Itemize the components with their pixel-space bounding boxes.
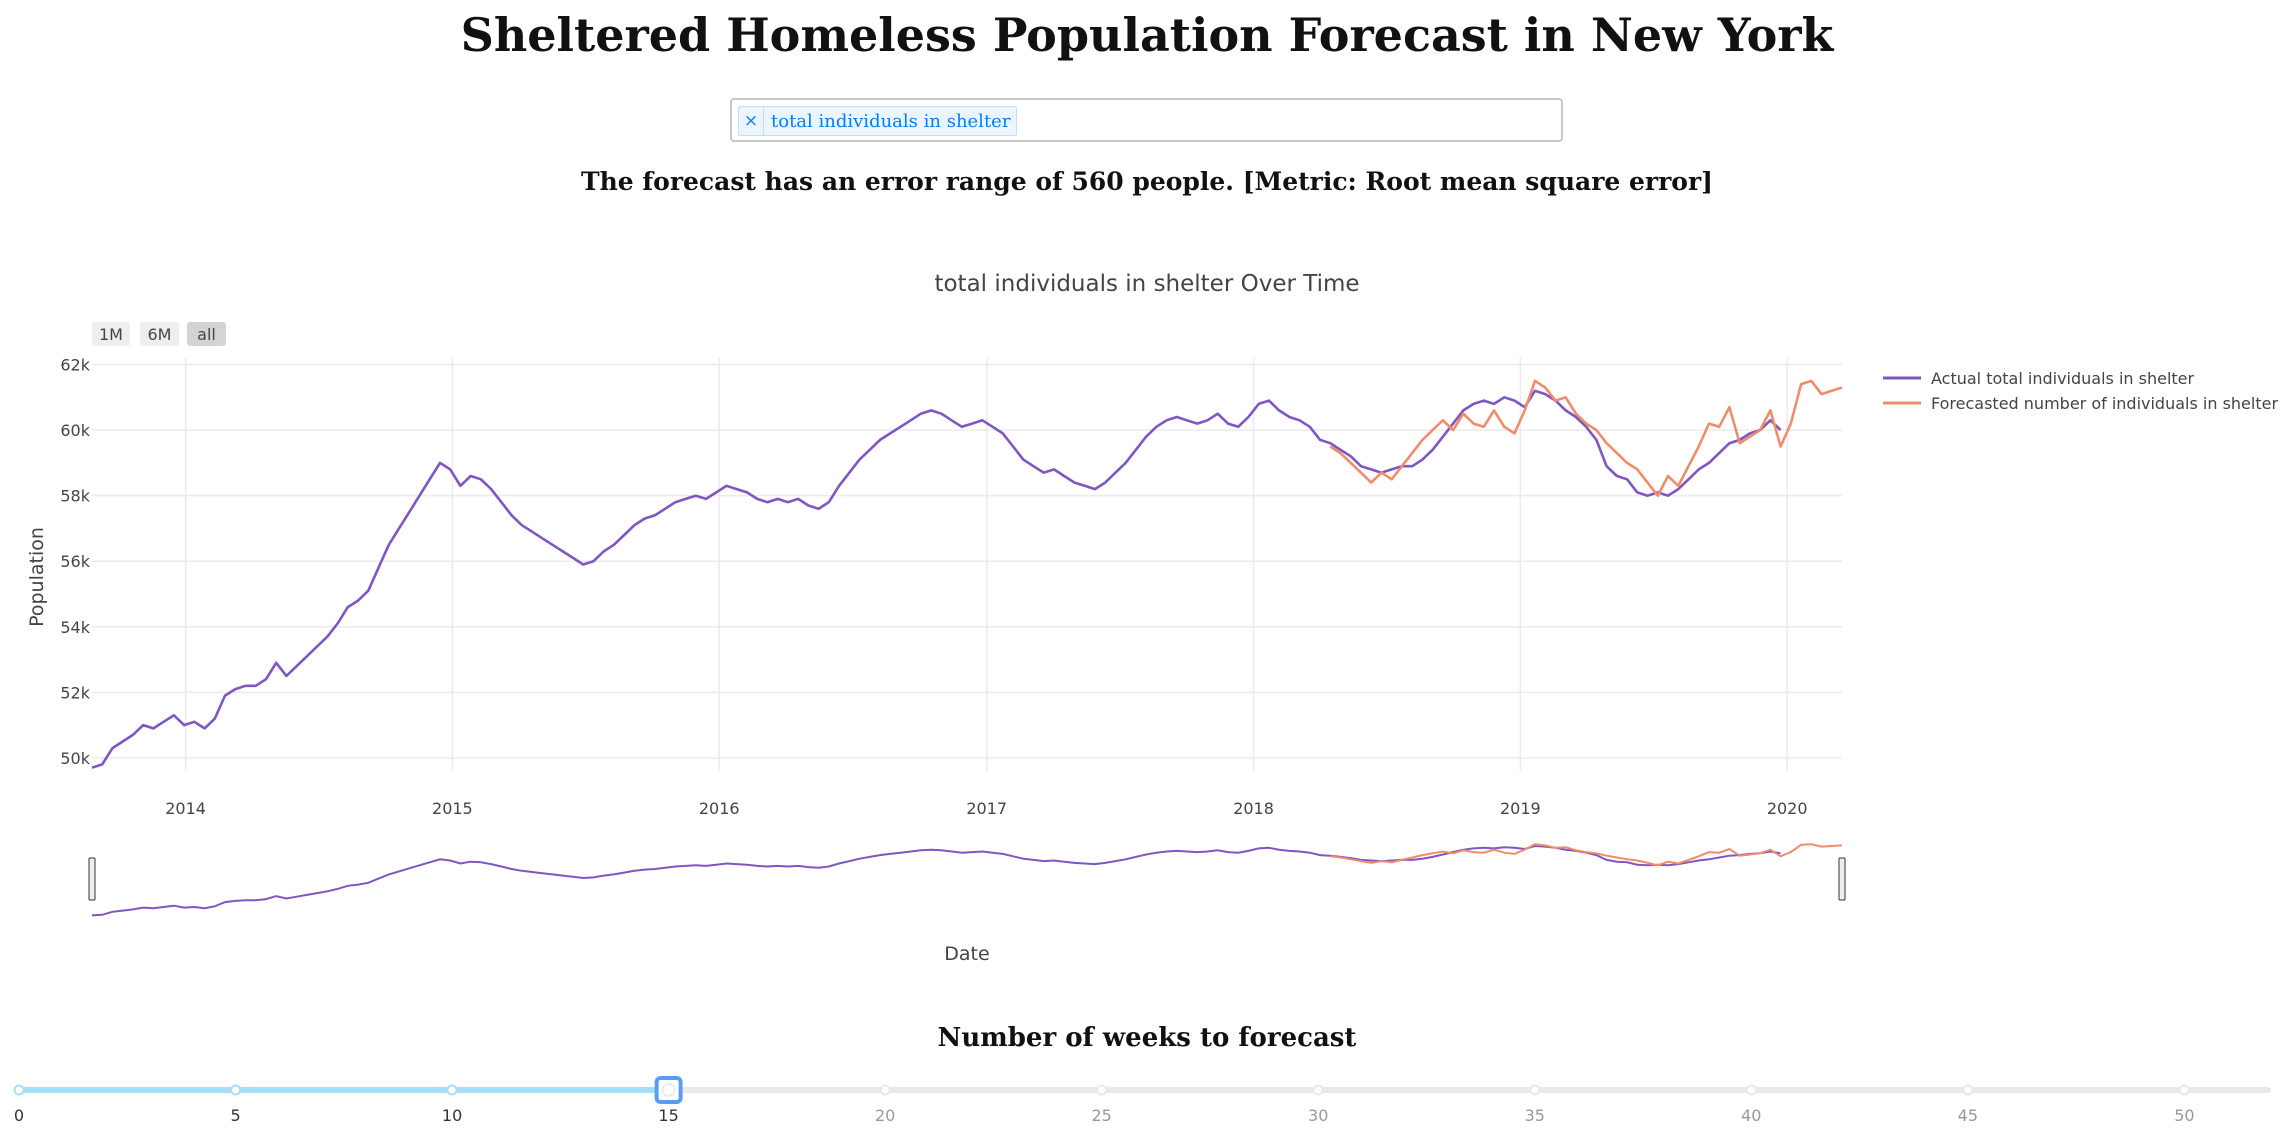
series-dropdown[interactable]: × total individuals in shelter [730, 98, 1563, 142]
forecast-chart: total individuals in shelter Over Time 1… [26, 271, 2278, 965]
slider-dot[interactable] [1745, 1084, 1757, 1096]
plot-area [91, 379, 1843, 769]
x-tick-label: 2020 [1767, 799, 1808, 818]
slider-mark-label[interactable]: 20 [875, 1106, 895, 1125]
preview-actual-line [91, 844, 1781, 917]
slider-mark-label[interactable]: 50 [2174, 1106, 2194, 1125]
x-tick-label: 2017 [966, 799, 1007, 818]
error-range-text: The forecast has an error range of 560 p… [581, 167, 1713, 196]
x-tick-label: 2015 [432, 799, 473, 818]
slider-mark-label[interactable]: 25 [1092, 1106, 1112, 1125]
y-tick-label: 62k [60, 356, 90, 375]
range-button-1m[interactable]: 1M [99, 325, 123, 344]
y-tick-label: 60k [60, 421, 90, 440]
y-tick-label: 56k [60, 552, 90, 571]
range-button-bg-1m[interactable] [92, 322, 130, 346]
y-tick-labels: 50k 52k 54k 56k 58k 60k 62k [60, 356, 90, 768]
slider-mark-label[interactable]: 45 [1958, 1106, 1978, 1125]
range-button-bg-6m[interactable] [140, 322, 179, 346]
x-gridlines [184, 358, 1788, 771]
y-tick-label: 50k [60, 749, 90, 768]
slider-mark-label[interactable]: 10 [442, 1106, 462, 1125]
legend: Actual total individuals in shelter Fore… [1883, 369, 2278, 413]
x-tick-label: 2016 [699, 799, 740, 818]
slider-mark-label[interactable]: 35 [1525, 1106, 1545, 1125]
range-selector: 1M 6M all [92, 322, 226, 346]
slider-mark-label[interactable]: 15 [658, 1106, 678, 1125]
legend-label-forecast[interactable]: Forecasted number of individuals in shel… [1931, 394, 2278, 413]
slider-mark-label[interactable]: 40 [1741, 1106, 1761, 1125]
slider-mark-label[interactable]: 0 [14, 1106, 24, 1125]
slider-dot[interactable] [2178, 1084, 2190, 1096]
slider-track-filled[interactable] [19, 1087, 669, 1093]
range-slider-right-handle[interactable] [1838, 857, 1846, 901]
remove-tag-icon[interactable]: × [739, 107, 764, 135]
slider-title: Number of weeks to forecast [937, 1023, 1357, 1053]
x-tick-label: 2018 [1233, 799, 1274, 818]
x-tick-labels: 2014 2015 2016 2017 2018 2019 2020 [165, 799, 1807, 818]
range-slider-left-handle[interactable] [88, 857, 96, 901]
selected-series-tag: × total individuals in shelter [738, 106, 1018, 136]
weeks-slider[interactable]: 0 5 10 15 20 25 30 35 40 45 50 [0, 1058, 2294, 1138]
y-tick-label: 54k [60, 618, 90, 637]
slider-dot[interactable] [1962, 1084, 1974, 1096]
range-button-all[interactable]: all [197, 325, 216, 344]
x-axis-label: Date [944, 943, 989, 965]
range-slider-bg [92, 858, 1842, 904]
range-slider-preview [91, 843, 1843, 917]
x-tick-label: 2014 [165, 799, 206, 818]
slider-dot[interactable] [1529, 1084, 1541, 1096]
legend-label-actual[interactable]: Actual total individuals in shelter [1931, 369, 2195, 388]
page-title: Sheltered Homeless Population Forecast i… [460, 8, 1834, 62]
forecast-series-line [1329, 379, 1843, 497]
y-tick-label: 52k [60, 683, 90, 702]
slider-dot[interactable] [13, 1084, 25, 1096]
y-axis-label: Population [26, 527, 48, 627]
slider-dot[interactable] [446, 1084, 458, 1096]
selected-series-label: total individuals in shelter [771, 110, 1011, 132]
slider-dot[interactable] [230, 1084, 242, 1096]
preview-forecast-line [1330, 843, 1843, 867]
slider-dot[interactable] [1312, 1084, 1324, 1096]
range-button-bg-all[interactable] [187, 322, 226, 346]
slider-dot[interactable] [879, 1084, 891, 1096]
chart-title: total individuals in shelter Over Time [934, 271, 1359, 297]
slider-mark-label[interactable]: 30 [1308, 1106, 1328, 1125]
slider-dot[interactable] [1096, 1084, 1108, 1096]
slider-handle-dot [661, 1083, 676, 1097]
slider-mark-label[interactable]: 5 [230, 1106, 240, 1125]
y-gridlines [92, 363, 1842, 759]
actual-series-line [91, 389, 1782, 769]
range-button-6m[interactable]: 6M [148, 325, 172, 344]
range-slider[interactable] [88, 843, 1846, 917]
y-tick-label: 58k [60, 487, 90, 506]
x-tick-label: 2019 [1500, 799, 1541, 818]
